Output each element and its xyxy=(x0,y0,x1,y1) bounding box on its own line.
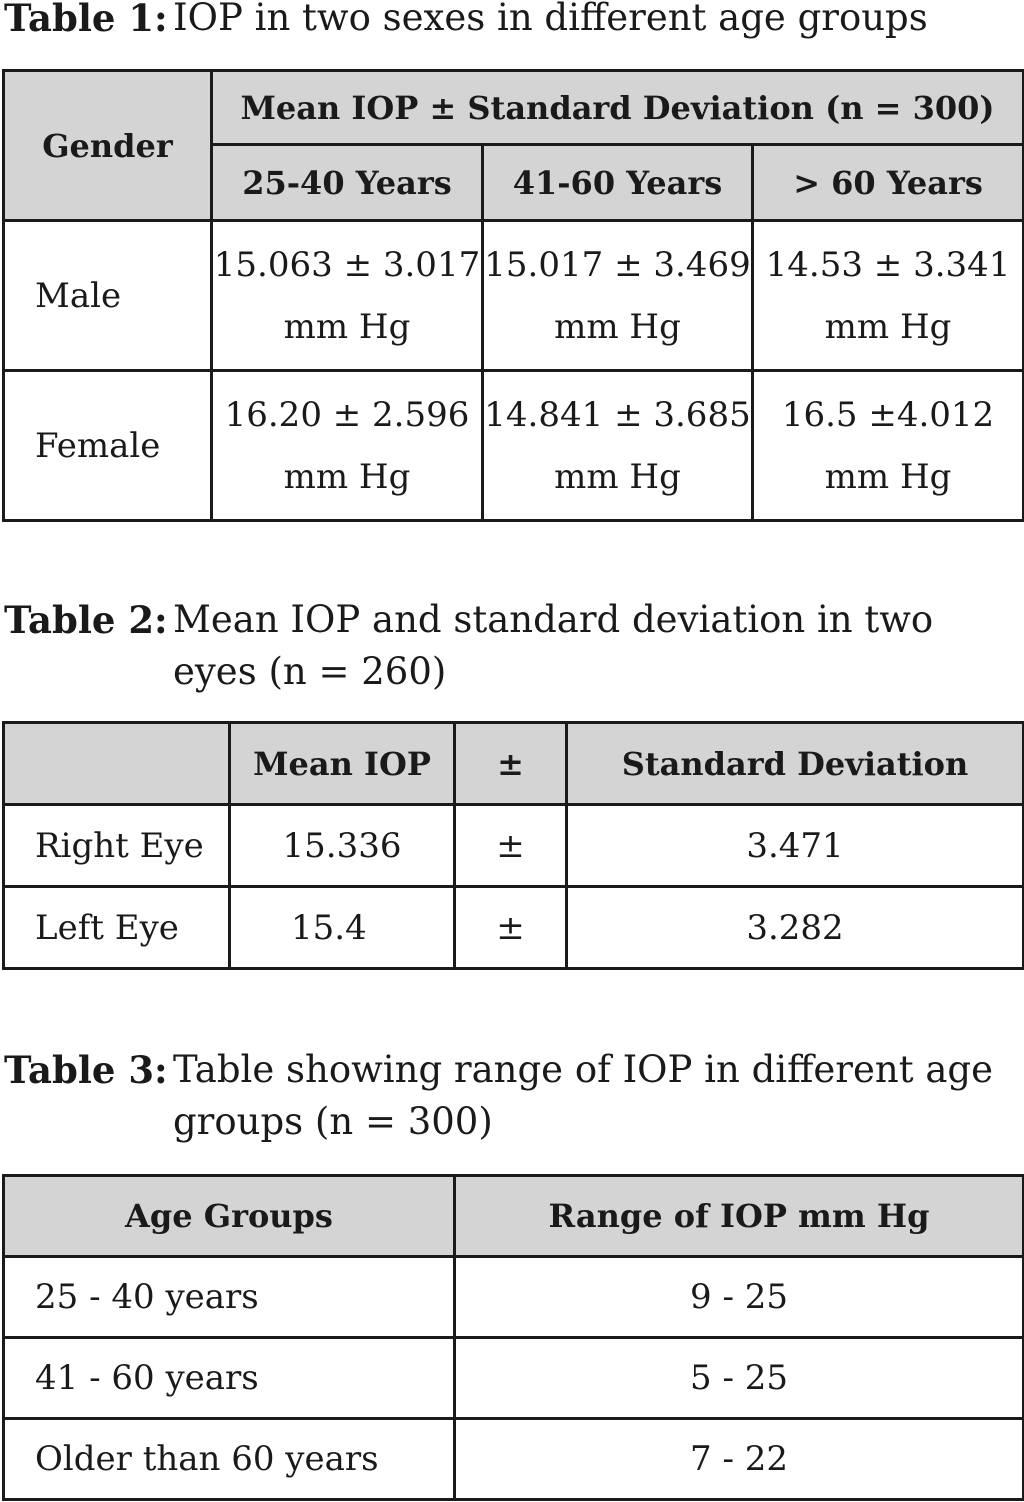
table3-header-range: Range of IOP mm Hg xyxy=(453,1174,1024,1258)
table2-header-pm: ± xyxy=(453,721,568,806)
table2: Mean IOP ± Standard Deviation Right Eye … xyxy=(2,721,1024,970)
table3-age-cell: 41 - 60 years xyxy=(2,1336,456,1420)
table2-sd-cell: 3.471 xyxy=(565,803,1024,888)
table1-title: IOP in two sexes in different age groups xyxy=(173,0,928,39)
table3-range-cell: 9 - 25 xyxy=(453,1255,1024,1339)
table1-header-age: 41-60 Years xyxy=(481,143,754,222)
table1-header-gender: Gender xyxy=(2,69,213,222)
table1-value-cell: 14.841 ± 3.685 mm Hg xyxy=(481,369,754,522)
table2-mean-cell: 15.4 xyxy=(228,885,456,970)
table2-mean-cell: 15.336 xyxy=(228,803,456,888)
table3-age-cell: 25 - 40 years xyxy=(2,1255,456,1339)
table1-value-cell: 16.20 ± 2.596 mm Hg xyxy=(210,369,484,522)
table2-pm-cell: ± xyxy=(453,885,568,970)
table3-age-cell: Older than 60 years xyxy=(2,1417,456,1501)
table-row: 25 - 40 years 9 - 25 xyxy=(2,1255,1024,1339)
table2-label: Table 2: xyxy=(4,598,168,642)
table-row: Right Eye 15.336 ± 3.471 xyxy=(2,803,1024,888)
table2-title-line2: eyes (n = 260) xyxy=(173,650,447,693)
table1-value-cell: 16.5 ±4.012 mm Hg xyxy=(750,369,1024,522)
table1-value-cell: 15.017 ± 3.469 mm Hg xyxy=(481,219,754,372)
table2-sd-cell: 3.282 xyxy=(565,885,1024,970)
table1: Gender Mean IOP ± Standard Deviation (n … xyxy=(2,69,1024,522)
table3-title-line1: Table showing range of IOP in different … xyxy=(173,1048,993,1091)
table3-range-cell: 5 - 25 xyxy=(453,1336,1024,1420)
table1-value-cell: 15.063 ± 3.017 mm Hg xyxy=(210,219,484,372)
table3-title-line2: groups (n = 300) xyxy=(173,1100,493,1143)
table-row: Left Eye 15.4 ± 3.282 xyxy=(2,885,1024,970)
table3: Age Groups Range of IOP mm Hg 25 - 40 ye… xyxy=(2,1174,1024,1501)
table1-label: Table 1: xyxy=(4,0,168,40)
table-row: Male 15.063 ± 3.017 mm Hg 15.017 ± 3.469 m… xyxy=(2,219,1024,372)
table3-label: Table 3: xyxy=(4,1048,168,1092)
table1-header-group: Mean IOP ± Standard Deviation (n = 300) xyxy=(209,69,1024,146)
table-row: Older than 60 years 7 - 22 xyxy=(2,1417,1024,1501)
table1-header-age: 25-40 Years xyxy=(210,143,484,222)
table1-value-cell: 14.53 ± 3.341 mm Hg xyxy=(750,219,1024,372)
table-row: 41 - 60 years 5 - 25 xyxy=(2,1336,1024,1420)
table1-header-age: > 60 Years xyxy=(750,143,1024,222)
table1-gender-cell: Female xyxy=(2,369,213,522)
table2-header-mean: Mean IOP xyxy=(228,721,456,806)
table3-header-age: Age Groups xyxy=(2,1174,456,1258)
table2-header-sd: Standard Deviation xyxy=(565,721,1024,806)
table2-title-line1: Mean IOP and standard deviation in two xyxy=(173,598,934,641)
table3-range-cell: 7 - 22 xyxy=(453,1417,1024,1501)
table2-eye-cell: Right Eye xyxy=(2,803,231,888)
table2-eye-cell: Left Eye xyxy=(2,885,231,970)
table2-header-empty xyxy=(2,721,231,806)
table-row: Female 16.20 ± 2.596 mm Hg 14.841 ± 3.685… xyxy=(2,369,1024,522)
table2-pm-cell: ± xyxy=(453,803,568,888)
table1-gender-cell: Male xyxy=(2,219,213,372)
